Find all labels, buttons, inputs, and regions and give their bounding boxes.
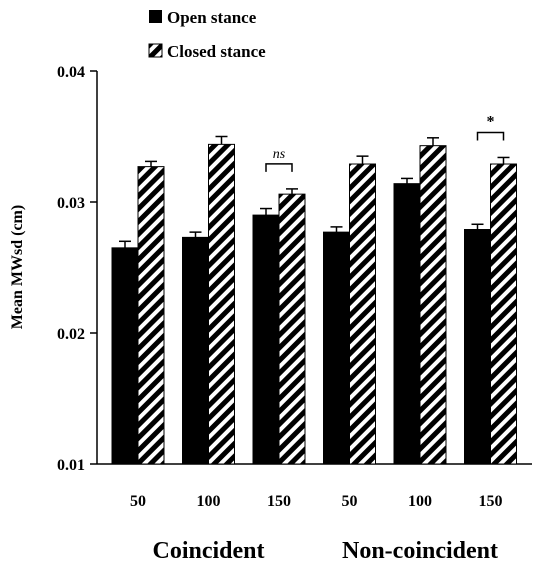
significance-bracket — [265, 163, 293, 172]
legend-label-open: Open stance — [167, 8, 257, 27]
group-labels: Coincident Non-coincident — [152, 538, 498, 564]
significance-label: * — [487, 113, 495, 130]
bar-closed-2 — [278, 193, 306, 465]
annotations: ns * — [265, 113, 505, 172]
bar-open-3 — [323, 231, 350, 465]
bar-closed-1 — [208, 143, 235, 465]
bar-closed-5 — [490, 163, 517, 465]
x-tick-label: 50 — [342, 493, 358, 510]
group-label: Coincident — [152, 538, 264, 564]
y-tick-label: 0.01 — [57, 457, 85, 474]
bar-closed-4 — [419, 145, 447, 465]
x-tick-label: 100 — [197, 493, 221, 510]
y-tick-label: 0.03 — [57, 195, 85, 212]
significance-bracket — [476, 131, 505, 141]
bar-closed-0 — [137, 166, 165, 465]
group-label: Non-coincident — [342, 538, 498, 564]
legend-swatch-closed — [148, 43, 163, 58]
bar-open-4 — [393, 183, 421, 465]
y-tick-label: 0.02 — [57, 326, 85, 343]
legend-swatch-open — [149, 10, 162, 23]
bar-open-1 — [182, 236, 209, 465]
y-ticks: 0.01 0.02 0.03 0.04 — [57, 64, 97, 474]
y-axis-label: Mean MWsd (cm) — [9, 205, 26, 329]
x-tick-labels: 50 100 150 50 100 150 — [130, 493, 503, 510]
bar-open-5 — [464, 229, 491, 465]
bar-open-0 — [111, 247, 139, 465]
x-tick-label: 150 — [479, 493, 503, 510]
x-tick-label: 100 — [408, 493, 432, 510]
bar-open-2 — [252, 214, 280, 465]
y-tick-label: 0.04 — [57, 64, 85, 81]
x-tick-label: 50 — [130, 493, 146, 510]
bars — [111, 135, 517, 465]
legend-label-closed: Closed stance — [167, 42, 266, 61]
bar-closed-3 — [349, 163, 376, 465]
significance-label: ns — [273, 147, 286, 162]
legend: Open stance Closed stance — [148, 8, 266, 61]
x-tick-label: 150 — [267, 493, 291, 510]
